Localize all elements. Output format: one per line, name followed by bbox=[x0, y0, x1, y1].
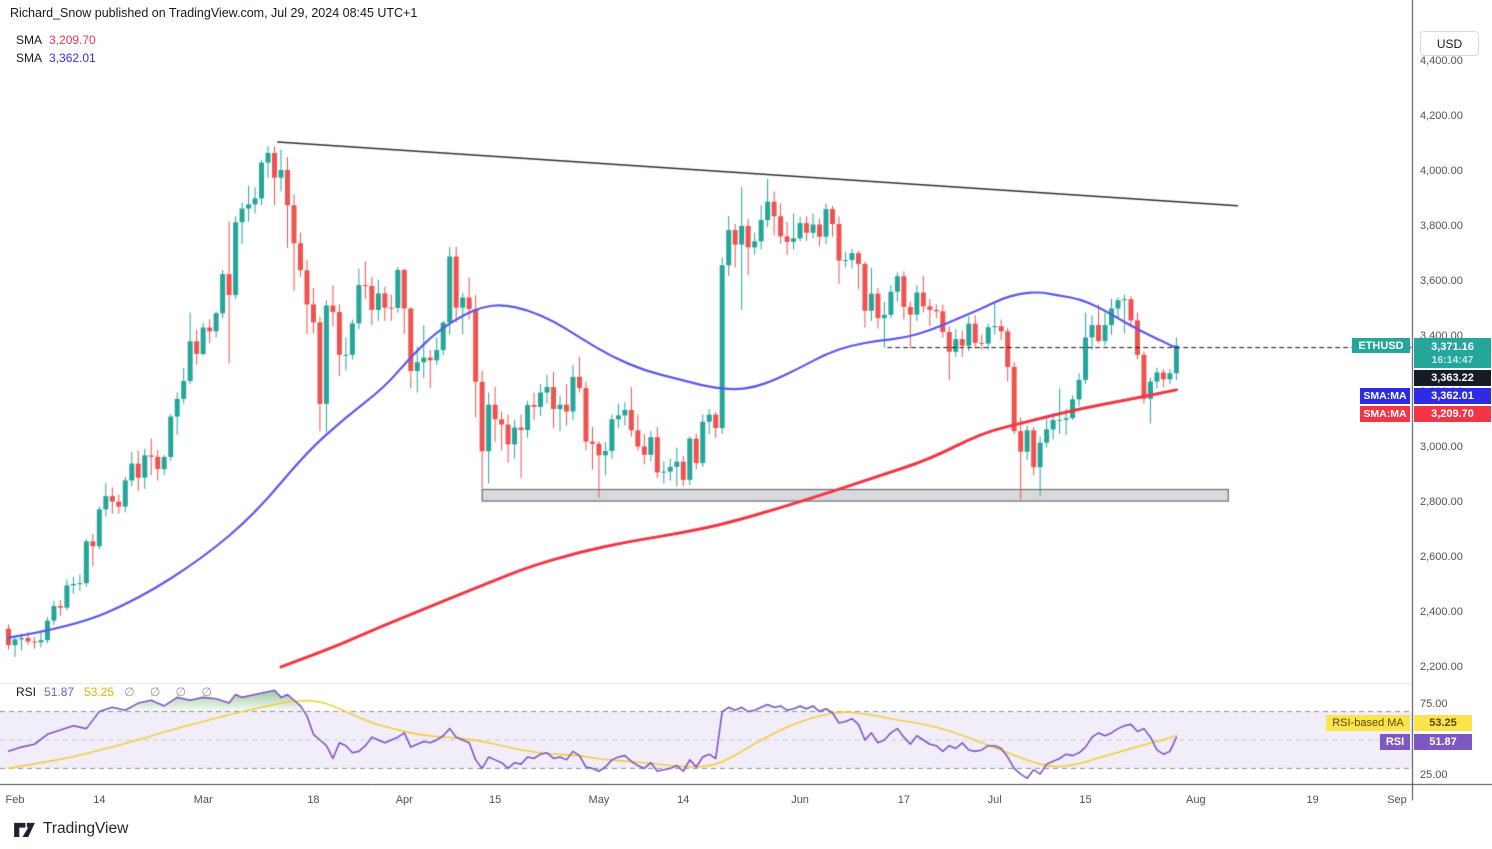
time-tick-label: 15 bbox=[488, 794, 502, 806]
rsi-tick-label: 25.00 bbox=[1420, 768, 1448, 781]
time-tick-label: 18 bbox=[307, 794, 320, 806]
time-tick-label: Jul bbox=[987, 794, 1002, 806]
time-tick-label: Sep bbox=[1387, 794, 1407, 806]
rsi-label: RSI bbox=[16, 685, 37, 699]
time-tick-label: 19 bbox=[1306, 794, 1319, 806]
last-price-badge: 3,371.16 16:14:47 bbox=[1414, 338, 1491, 368]
bar-countdown: 16:14:47 bbox=[1431, 354, 1474, 366]
rsi-legend: RSI 51.87 53.25 ∅ ∅ ∅ ∅ bbox=[16, 685, 218, 699]
time-tick-label: 14 bbox=[677, 794, 690, 806]
publish-header: Richard_Snow published on TradingView.co… bbox=[10, 6, 418, 20]
price-tick-label: 2,600.00 bbox=[1420, 550, 1463, 563]
rsi-ma-axis-value: 53.25 bbox=[1414, 715, 1472, 731]
sma-fast-axis-value: 3,362.01 bbox=[1414, 388, 1491, 404]
tradingview-logo-text: TradingView bbox=[43, 820, 129, 837]
price-tick-label: 4,400.00 bbox=[1420, 55, 1463, 67]
legend-sma-fast: SMA 3,362.01 bbox=[16, 49, 96, 67]
rsi-ma-axis-label: RSI-based MA bbox=[1326, 715, 1410, 731]
price-tick-label: 3,800.00 bbox=[1420, 220, 1463, 233]
sma-slow-axis-label: SMA:MA bbox=[1360, 406, 1410, 422]
price-tick-label: 4,200.00 bbox=[1420, 110, 1463, 123]
time-tick-label: Aug bbox=[1186, 794, 1206, 806]
price-tick-label: 2,200.00 bbox=[1420, 661, 1463, 673]
symbol-price-label: ETHUSD bbox=[1352, 338, 1410, 353]
rsi-tick-label: 75.00 bbox=[1420, 697, 1448, 710]
tradingview-logo[interactable]: TradingView bbox=[13, 820, 128, 838]
time-tick-label: Mar bbox=[193, 794, 213, 806]
price-tick-label: 3,000.00 bbox=[1420, 440, 1463, 453]
price-tick-label: 2,400.00 bbox=[1420, 605, 1463, 618]
time-tick-label: May bbox=[588, 794, 610, 806]
last-price-value: 3,371.16 bbox=[1431, 341, 1474, 353]
price-tick-label: 4,000.00 bbox=[1420, 165, 1463, 178]
sma-slow-axis-value: 3,209.70 bbox=[1414, 406, 1491, 422]
time-tick-label: Feb bbox=[5, 794, 25, 806]
price-tick-label: 2,800.00 bbox=[1420, 495, 1463, 508]
time-tick-label: Jun bbox=[791, 794, 809, 806]
time-tick-label: 14 bbox=[93, 794, 106, 806]
sma-label: SMA bbox=[16, 51, 43, 65]
indicator-legend: SMA 3,209.70 SMA 3,362.01 bbox=[16, 31, 96, 67]
rsi-ma-value: 53.25 bbox=[84, 685, 115, 699]
price-tick-label: 3,600.00 bbox=[1420, 275, 1463, 288]
time-axis[interactable]: Feb 14 Mar 18 Apr 15 May 14 Jun 17 Jul 15 Aug 19 Sep bbox=[0, 790, 1492, 812]
legend-sma-slow: SMA 3,209.70 bbox=[16, 31, 96, 49]
rsi-axis-value: 51.87 bbox=[1414, 734, 1472, 750]
tradingview-logo-icon bbox=[14, 822, 35, 837]
time-tick-label: 17 bbox=[897, 794, 910, 806]
sma-label: SMA bbox=[16, 33, 43, 47]
sma-fast-value: 3,362.01 bbox=[49, 51, 96, 65]
rsi-value: 51.87 bbox=[44, 685, 75, 699]
horizontal-line-price-badge: 3,363.22 bbox=[1414, 370, 1491, 386]
time-tick-label: 15 bbox=[1079, 794, 1092, 806]
rsi-empty-inputs: ∅ ∅ ∅ ∅ bbox=[124, 685, 218, 699]
currency-toggle-button[interactable]: USD bbox=[1420, 31, 1479, 56]
sma-fast-axis-label: SMA:MA bbox=[1360, 388, 1410, 404]
time-tick-label: Apr bbox=[395, 794, 413, 806]
rsi-axis-label: RSI bbox=[1380, 734, 1410, 750]
sma-slow-value: 3,209.70 bbox=[49, 33, 96, 47]
